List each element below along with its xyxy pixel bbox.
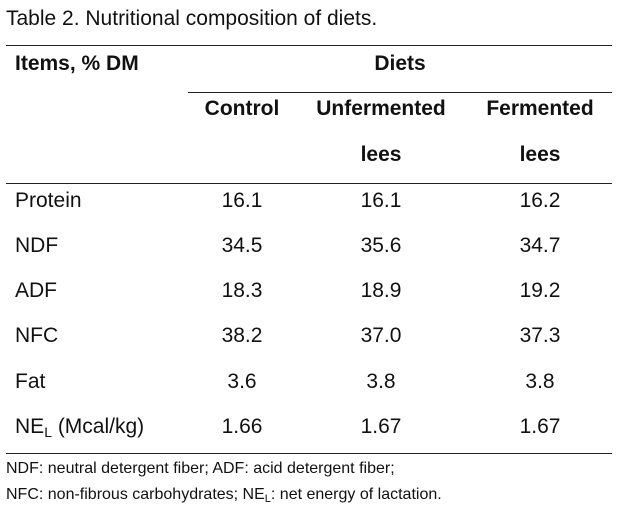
footnote-line-2: NFC: non-fibrous carbohydrates; NEL: net… [6, 485, 442, 506]
cell-nel-control: 1.66 [221, 415, 263, 438]
row-label-nfc: NFC [15, 324, 59, 347]
diets-group-header: Diets [374, 52, 426, 75]
cell-nel-unfermented: 1.67 [360, 415, 402, 438]
footnote-line-2-pre: NFC: non-fibrous carbohydrates; NE [6, 486, 265, 503]
row-label-nel-main: NE [15, 415, 45, 438]
footnote-line-2-post: : net energy of lactation. [270, 486, 442, 503]
row-label-fat: Fat [15, 370, 46, 393]
column-header-unfermented-line2: lees [360, 143, 402, 166]
row-label-nel: NEL (Mcal/kg) [15, 413, 144, 442]
cell-ndf-control: 34.5 [221, 234, 263, 257]
cell-adf-unfermented: 18.9 [360, 279, 402, 302]
bottom-rule [6, 453, 612, 454]
column-header-unfermented: Unfermented [316, 97, 446, 120]
footnote-line-2-subscript: L [264, 493, 271, 505]
cell-fat-fermented: 3.8 [525, 370, 555, 393]
cell-nel-fermented: 1.67 [519, 415, 561, 438]
cell-nfc-control: 38.2 [221, 324, 263, 347]
footnote-line-1: NDF: neutral detergent fiber; ADF: acid … [6, 460, 395, 477]
cell-protein-control: 16.1 [221, 189, 263, 212]
cell-ndf-fermented: 34.7 [519, 234, 561, 257]
row-label-ndf: NDF [15, 234, 59, 257]
cell-protein-unfermented: 16.1 [360, 189, 402, 212]
column-header-fermented-line2: lees [519, 143, 561, 166]
cell-adf-fermented: 19.2 [519, 279, 561, 302]
cell-nfc-fermented: 37.3 [519, 324, 561, 347]
cell-ndf-unfermented: 35.6 [360, 234, 402, 257]
cell-fat-unfermented: 3.8 [366, 370, 396, 393]
top-rule [6, 45, 612, 46]
cell-adf-control: 18.3 [221, 279, 263, 302]
items-column-header: Items, % DM [15, 52, 139, 75]
cell-fat-control: 3.6 [227, 370, 257, 393]
cell-nfc-unfermented: 37.0 [360, 324, 402, 347]
table-caption: Table 2. Nutritional composition of diet… [6, 7, 378, 30]
column-header-control: Control [204, 97, 280, 120]
header-rule [188, 92, 612, 93]
row-label-nel-unit: (Mcal/kg) [51, 415, 145, 438]
row-label-protein: Protein [15, 189, 82, 212]
row-label-nel-subscript: L [44, 424, 52, 440]
row-label-adf: ADF [15, 279, 57, 302]
column-header-fermented: Fermented [486, 97, 594, 120]
header-bottom-rule [6, 183, 612, 184]
cell-protein-fermented: 16.2 [519, 189, 561, 212]
